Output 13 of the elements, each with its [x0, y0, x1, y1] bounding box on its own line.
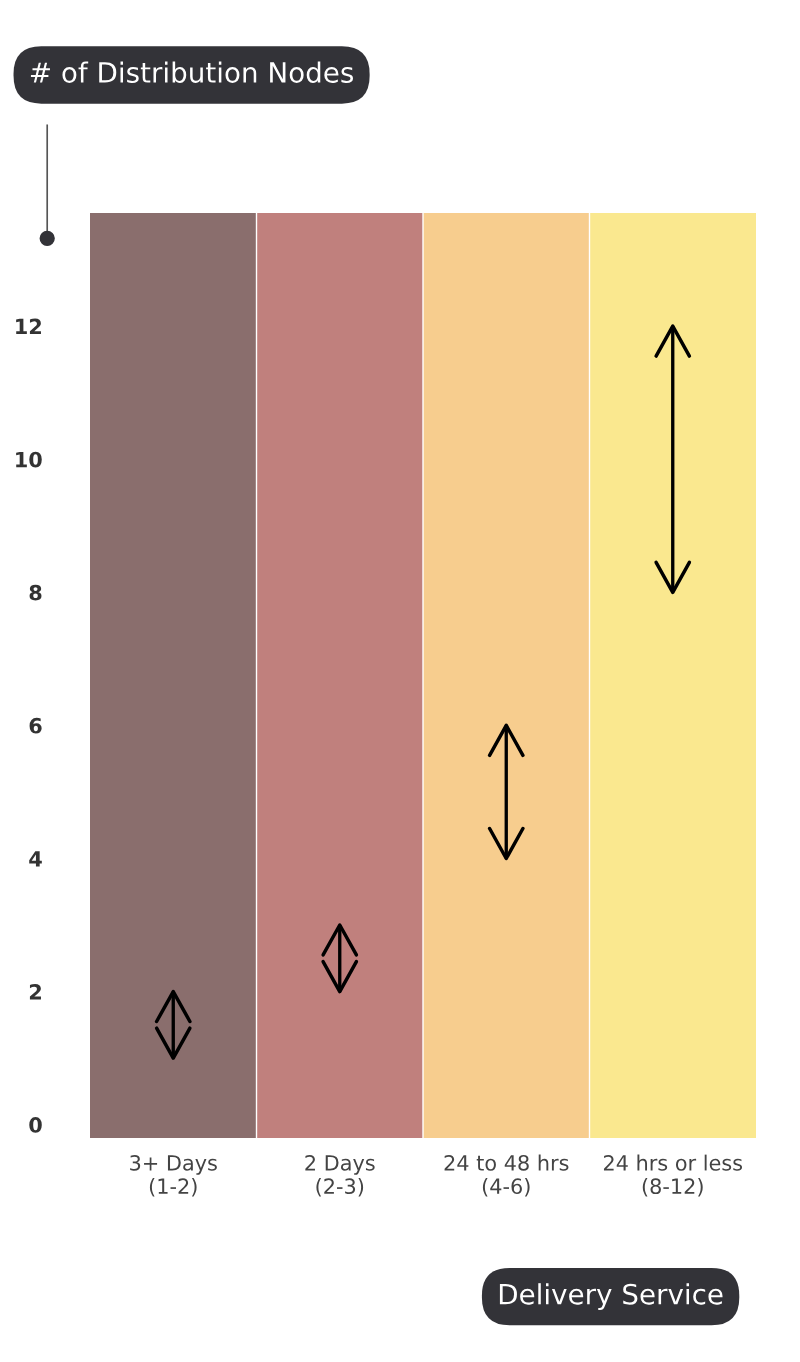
y-axis-title: # of Distribution Nodes: [30, 61, 354, 83]
x-tick-label: 24 hrs or less (8-12): [603, 1154, 743, 1197]
y-tick-label: 12: [16, 318, 41, 335]
y-tick-label: 8: [29, 584, 42, 601]
y-tick-label: 4: [29, 851, 42, 867]
y-tick-label: 10: [16, 451, 42, 468]
x-tick-label: 24 to 48 hrs (4-6): [444, 1154, 569, 1197]
x-axis-title: Delivery Service: [499, 1283, 723, 1311]
x-tick-label: 2 Days (2-3): [305, 1154, 375, 1197]
y-tick-label: 0: [29, 1117, 42, 1133]
y-tick-label: 6: [29, 717, 42, 734]
x-tick-label: 3+ Days (1-2): [130, 1154, 217, 1197]
y-tick-label: 2: [29, 984, 41, 1000]
